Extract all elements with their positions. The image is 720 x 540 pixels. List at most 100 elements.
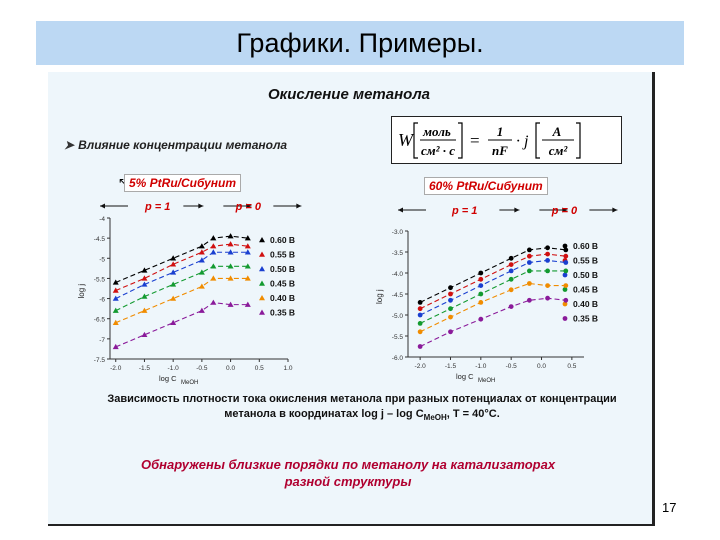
formula-coef-den: nF <box>492 143 508 158</box>
legend-label: 0.50 В <box>270 264 295 274</box>
y-tick-label: -4.0 <box>392 271 404 278</box>
rate-formula: W моль см² · с = 1 nF · j А см² <box>391 116 622 164</box>
series-line <box>115 235 248 283</box>
data-point <box>417 300 423 305</box>
region-arrow-right-left-head <box>246 203 252 209</box>
legend-marker <box>259 280 265 286</box>
legend-marker <box>259 309 265 315</box>
y-tick-label: -5.5 <box>392 334 404 341</box>
x-tick-label: -2.0 <box>415 363 427 370</box>
formula-equals: = <box>470 131 480 150</box>
x-tick-label: -1.0 <box>168 365 180 372</box>
data-point <box>545 245 550 251</box>
y-tick-label: -6.0 <box>392 355 404 362</box>
legend-label: 0.60 В <box>270 235 295 245</box>
legend-label: 0.35 В <box>270 308 295 318</box>
formula-unit-left-den: см² · с <box>421 143 455 158</box>
data-point <box>417 306 423 312</box>
data-point <box>227 263 234 269</box>
x-tick-label: 0.0 <box>537 363 546 370</box>
region-arrow-left-head <box>100 203 105 209</box>
legend-label: 0.40 В <box>573 299 598 309</box>
data-point <box>210 249 217 255</box>
x-tick-label: -1.5 <box>445 363 457 370</box>
data-point <box>508 255 514 261</box>
data-point <box>508 287 514 293</box>
legend-marker <box>259 237 265 243</box>
data-point <box>198 243 205 249</box>
data-point <box>563 283 569 288</box>
chart-5pct-ptru: -4 -4.5 -5 -5.5 -6 -6.5 -7 -7.5 -2.0 -1.5 -1.0 -0.5… <box>77 201 302 386</box>
formula-dot-j: · j <box>516 133 529 150</box>
caption-text-a: метанола в координатах log j – log C <box>224 408 424 420</box>
x-tick-label: -0.5 <box>506 363 518 370</box>
data-point <box>112 287 119 293</box>
data-point <box>198 283 205 289</box>
data-point <box>508 262 514 267</box>
data-point <box>112 307 119 313</box>
formula-bracket-right-close <box>576 122 581 159</box>
conclusion: Обнаружены близкие порядки по метанолу н… <box>78 456 618 490</box>
y-tick-label: -5.5 <box>94 276 106 283</box>
data-point <box>417 344 423 349</box>
data-point <box>210 243 217 249</box>
caption-text-b: , T = 40°C. <box>446 408 500 420</box>
y-axis-label: log j <box>77 284 86 299</box>
formula-bracket-left-open <box>413 122 418 159</box>
data-point <box>244 301 251 307</box>
chart-60pct-ptru: -3.0 -3.5 -4.0 -4.5 -5.0 -5.5 -6.0 -2.0 -1.5 -1.0… <box>375 205 618 384</box>
data-point <box>244 275 251 281</box>
y-tick-label: -6.5 <box>94 317 106 324</box>
data-point <box>526 297 532 303</box>
x-tick-label: -1.5 <box>139 365 151 372</box>
legend-label: 0.60 В <box>573 241 598 251</box>
series-line <box>115 302 248 348</box>
formula-unit-right-num: А <box>552 124 562 139</box>
region-label-p0: p = 0 <box>235 201 262 213</box>
data-point <box>563 247 569 253</box>
caption-line-1: Зависимость плотности тока окисления мет… <box>107 393 617 405</box>
data-point <box>508 276 514 282</box>
data-point <box>478 300 484 305</box>
data-point <box>478 276 484 282</box>
series-line <box>419 253 566 310</box>
legend-marker <box>562 243 568 249</box>
y-tick-label: -3.0 <box>392 229 404 236</box>
data-point <box>545 258 550 263</box>
arrow-bullet-icon: ➤ <box>64 138 75 152</box>
data-point <box>227 249 234 255</box>
data-point <box>526 260 532 265</box>
data-point <box>417 321 423 326</box>
formula-unit-right-den: см² <box>549 143 569 158</box>
figure-caption: Зависимость плотности тока окисления мет… <box>82 392 642 425</box>
legend-marker <box>259 251 265 257</box>
x-tick-label: -2.0 <box>110 365 122 372</box>
data-point <box>545 295 550 301</box>
caption-subscript: MeOH <box>423 413 447 423</box>
data-point <box>526 253 532 259</box>
data-point <box>112 343 119 350</box>
data-point <box>198 249 205 255</box>
data-point <box>448 297 453 303</box>
data-point <box>210 263 217 269</box>
data-point <box>112 279 119 285</box>
data-point <box>227 275 234 281</box>
data-point <box>244 235 251 241</box>
y-tick-label: -3.5 <box>392 250 404 257</box>
series-line <box>419 282 566 333</box>
y-tick-label: -4 <box>99 216 105 223</box>
legend-marker <box>562 301 568 307</box>
data-point <box>563 297 569 303</box>
data-point <box>563 253 569 259</box>
formula-bracket-right-open <box>535 122 540 159</box>
legend-label: 0.50 В <box>573 270 598 280</box>
data-point <box>478 291 484 297</box>
formula-coef-num: 1 <box>497 124 504 139</box>
bullet-item: ➤ Влияние концентрации метанола <box>64 138 287 152</box>
region-label-p0: p = 0 <box>551 205 578 217</box>
data-point <box>141 281 148 287</box>
series-line <box>115 277 248 324</box>
data-point <box>417 329 423 335</box>
x-tick-label: 0.5 <box>567 363 576 370</box>
data-point <box>210 275 217 281</box>
